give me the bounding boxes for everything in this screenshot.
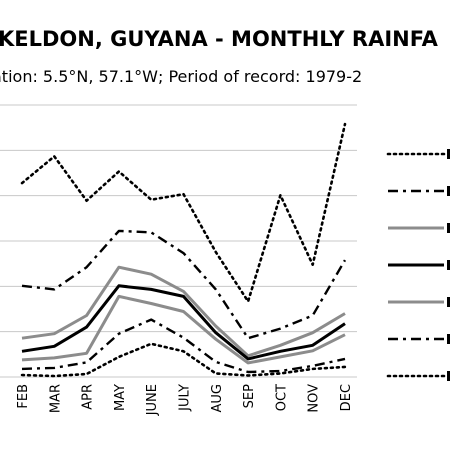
x-tick-label: JUNE [145, 384, 160, 416]
legend-label-fragment [447, 334, 450, 344]
series-line-5 [21, 294, 346, 365]
legend-label-fragment [447, 186, 450, 196]
legend [386, 149, 450, 381]
x-tick-label: AUG [210, 384, 225, 412]
x-tick-label: APR [81, 384, 96, 410]
legend-label-fragment [447, 149, 450, 159]
x-tick-label: OCT [274, 384, 289, 411]
legend-label-fragment [447, 297, 450, 307]
series-line-4 [21, 284, 346, 361]
series-group [20, 122, 347, 378]
series-line-2 [21, 229, 347, 340]
x-tick-label: FEB [16, 384, 31, 409]
chart-subtitle: ation: 5.5°N, 57.1°W; Period of record: … [0, 67, 362, 86]
x-tick-label: MAY [113, 384, 128, 411]
x-tick-label: SEP [242, 384, 257, 408]
x-tick-label: NOV [307, 384, 322, 413]
series-line-1 [20, 122, 347, 303]
x-tick-labels: FEB MAR APR MAY JUNE JULY AUG SEP OCT NOV DEC [16, 384, 354, 416]
series-line-3 [21, 265, 346, 358]
x-tick-label: DEC [339, 384, 354, 411]
legend-label-fragment [447, 260, 450, 270]
legend-label-fragment [447, 371, 450, 381]
series-line-7 [20, 342, 347, 378]
legend-label-fragment [447, 223, 450, 233]
x-tick-label: JULY [178, 384, 193, 412]
series-line-6 [21, 318, 346, 374]
x-tick-label: MAR [48, 384, 63, 413]
chart-title: KELDON, GUYANA - MONTHLY RAINFA [0, 27, 439, 51]
